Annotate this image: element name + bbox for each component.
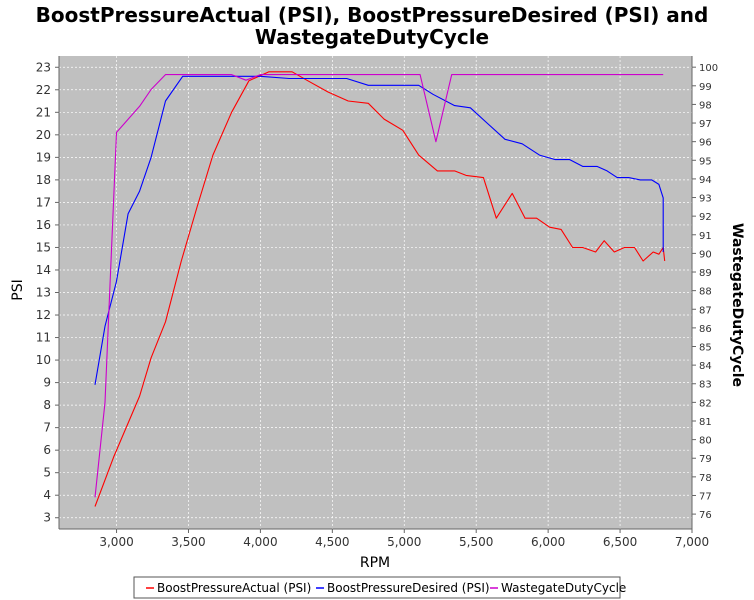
- y-tick-label-left: 9: [43, 376, 51, 390]
- y-tick-label-right: 100: [699, 63, 718, 74]
- chart-title-line-2: WastegateDutyCycle: [255, 25, 489, 49]
- y-tick-label-right: 81: [699, 417, 712, 428]
- y-tick-label-left: 5: [43, 466, 51, 480]
- y-tick-label-left: 18: [36, 173, 51, 187]
- y-tick-label-right: 96: [699, 138, 712, 149]
- legend-entry-desired: BoostPressureDesired (PSI): [327, 581, 490, 595]
- y-tick-label-left: 3: [43, 511, 51, 525]
- y-tick-label-right: 92: [699, 212, 712, 223]
- y-tick-label-left: 8: [43, 398, 51, 412]
- legend: BoostPressureActual (PSI) BoostPressureD…: [133, 576, 626, 599]
- legend-box: [133, 576, 621, 599]
- grid: [59, 56, 693, 529]
- y-tick-label-right: 99: [699, 82, 712, 93]
- y-tick-label-left: 12: [36, 308, 51, 322]
- y-tick-label-right: 90: [699, 249, 712, 260]
- x-tick-label: 6,000: [531, 535, 565, 549]
- y-tick-label-right: 95: [699, 156, 712, 167]
- y-tick-label-left: 11: [36, 331, 51, 345]
- x-tick-label: 3,000: [99, 535, 133, 549]
- y-tick-label-right: 79: [699, 454, 712, 465]
- y-tick-label-left: 19: [36, 150, 51, 164]
- axes: 3,000 3,500 4,000 4,500 5,000 5,500 6,000 6,500…: [36, 56, 718, 549]
- y-tick-label-left: 10: [36, 353, 51, 367]
- y-tick-label-right: 93: [699, 194, 712, 205]
- y-axis-label-left: PSI: [10, 279, 26, 300]
- x-tick-label: 3,500: [171, 535, 205, 549]
- y-tick-label-right: 89: [699, 268, 712, 279]
- x-tick-label: 4,000: [243, 535, 277, 549]
- y-tick-label-left: 16: [36, 218, 51, 232]
- y-tick-label-right: 86: [699, 324, 712, 335]
- y-tick-label-left: 4: [43, 488, 51, 502]
- legend-entry-wastegate: WastegateDutyCycle: [501, 581, 626, 595]
- y-tick-label-right: 84: [699, 361, 712, 372]
- y-tick-label-left: 7: [43, 421, 51, 435]
- y-tick-label-left: 22: [36, 83, 51, 97]
- y-tick-label-right: 97: [699, 119, 712, 130]
- y-tick-label-left: 20: [36, 128, 51, 142]
- y-tick-label-left: 23: [36, 60, 51, 74]
- y-tick-label-right: 87: [699, 305, 712, 316]
- y-tick-label-right: 88: [699, 287, 712, 298]
- chart-title-line-1: BoostPressureActual (PSI), BoostPressure…: [36, 3, 709, 27]
- y-tick-label-right: 98: [699, 100, 712, 111]
- y-tick-label-left: 21: [36, 105, 51, 119]
- x-axis-label: RPM: [360, 555, 390, 571]
- y-tick-label-right: 85: [699, 343, 712, 354]
- legend-entry-actual: BoostPressureActual (PSI): [157, 581, 311, 595]
- series-line-wastegate-duty-cycle: [94, 74, 664, 498]
- x-tick-label: 5,000: [387, 535, 421, 549]
- y-tick-label-left: 14: [36, 263, 51, 277]
- y-tick-label-left: 13: [36, 286, 51, 300]
- x-tick-label: 4,500: [315, 535, 349, 549]
- y-tick-label-right: 76: [699, 510, 712, 521]
- x-tick-label: 6,500: [603, 535, 637, 549]
- y-tick-label-right: 80: [699, 436, 712, 447]
- series-line-boost-desired: [94, 75, 664, 385]
- y-tick-label-right: 82: [699, 398, 712, 409]
- y-tick-label-right: 77: [699, 491, 712, 502]
- y-tick-label-right: 78: [699, 473, 712, 484]
- series-layer: [94, 71, 666, 507]
- x-tick-label: 7,000: [675, 535, 709, 549]
- y-axis-label-right: WastegateDutyCycle: [729, 223, 745, 387]
- y-tick-label-right: 91: [699, 231, 712, 242]
- y-tick-label-right: 83: [699, 380, 712, 391]
- y-tick-label-left: 6: [43, 443, 51, 457]
- y-tick-label-left: 17: [36, 195, 51, 209]
- x-tick-label: 5,500: [459, 535, 493, 549]
- series-line-boost-actual: [94, 71, 666, 507]
- y-tick-label-left: 15: [36, 240, 51, 254]
- y-tick-label-right: 94: [699, 175, 712, 186]
